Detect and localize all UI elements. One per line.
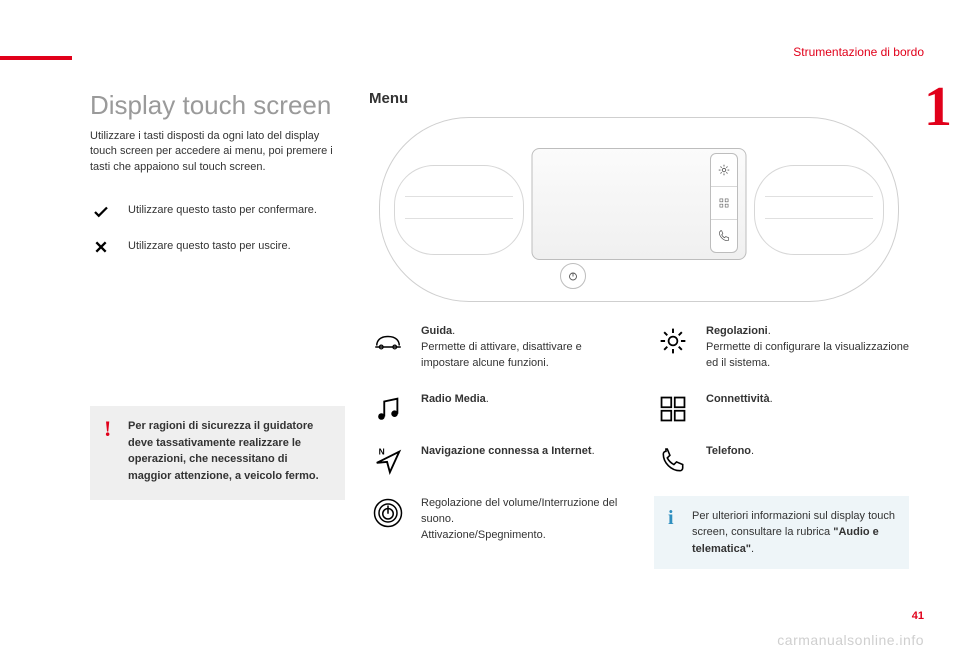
feature-grid: Guida.Permette di attivare, disattivare … [369,324,909,569]
confirm-text: Utilizzare questo tasto per confermare. [128,203,345,221]
key-legend: Utilizzare questo tasto per confermare. … [90,203,345,255]
exit-row: Utilizzare questo tasto per uscire. [90,239,345,255]
music-icon [369,392,407,424]
phone-icon [711,220,737,252]
chapter-number: 1 [924,75,952,139]
feature-row: Guida.Permette di attivare, disattivare … [369,324,624,372]
gear-icon [654,324,692,372]
chapter-label: Strumentazione di bordo [793,45,924,59]
dashboard-illustration [379,117,899,302]
accent-bar [0,56,72,60]
page-number: 41 [912,610,924,622]
exit-text: Utilizzare questo tasto per uscire. [128,239,345,255]
feature-text: Navigazione connessa a Internet. [421,444,624,476]
feature-row: Regolazione del volume/Interruzione del … [369,496,624,544]
feature-row: N Navigazione connessa a Internet. [369,444,624,476]
car-icon [369,324,407,372]
warning-text: Per ragioni di sicurezza il guidatore de… [128,418,331,484]
check-icon [90,203,112,221]
power-button [560,263,586,289]
intro-text: Utilizzare i tasti disposti da ogni lato… [90,129,345,175]
phone-icon [654,444,692,476]
feature-text: Guida.Permette di attivare, disattivare … [421,324,624,372]
power-icon [369,496,407,544]
menu-heading: Menu [369,90,909,107]
feature-text: Regolazione del volume/Interruzione del … [421,496,624,544]
feature-text: Regolazioni.Permette di configurare la v… [706,324,909,372]
vent-right [754,165,884,255]
vent-left [394,165,524,255]
confirm-row: Utilizzare questo tasto per confermare. [90,203,345,221]
feature-row: Radio Media. [369,392,624,424]
apps-icon [654,392,692,424]
page-title: Display touch screen [90,90,345,121]
warning-icon: ! [104,418,118,484]
nav-icon: N [369,444,407,476]
gear-icon [711,154,737,187]
warning-box: ! Per ragioni di sicurezza il guidatore … [90,406,345,500]
side-buttons-right [710,153,738,253]
feature-col-right: Regolazioni.Permette di configurare la v… [654,324,909,569]
info-icon: i [668,508,682,558]
close-icon [90,239,112,255]
main-area: Menu Guida.Permette di attivare, disatti… [369,90,909,569]
feature-col-left: Guida.Permette di attivare, disattivare … [369,324,624,569]
feature-row: Regolazioni.Permette di configurare la v… [654,324,909,372]
left-column: Display touch screen Utilizzare i tasti … [90,90,345,273]
feature-text: Telefono. [706,444,909,476]
watermark: carmanualsonline.info [777,632,924,648]
feature-row: Connettività. [654,392,909,424]
feature-text: Connettività. [706,392,909,424]
apps-icon [711,187,737,220]
svg-text:N: N [379,446,385,456]
feature-text: Radio Media. [421,392,624,424]
info-box: iPer ulteriori informazioni sul display … [654,496,909,570]
info-text: Per ulteriori informazioni sul display t… [692,508,895,558]
feature-row: Telefono. [654,444,909,476]
